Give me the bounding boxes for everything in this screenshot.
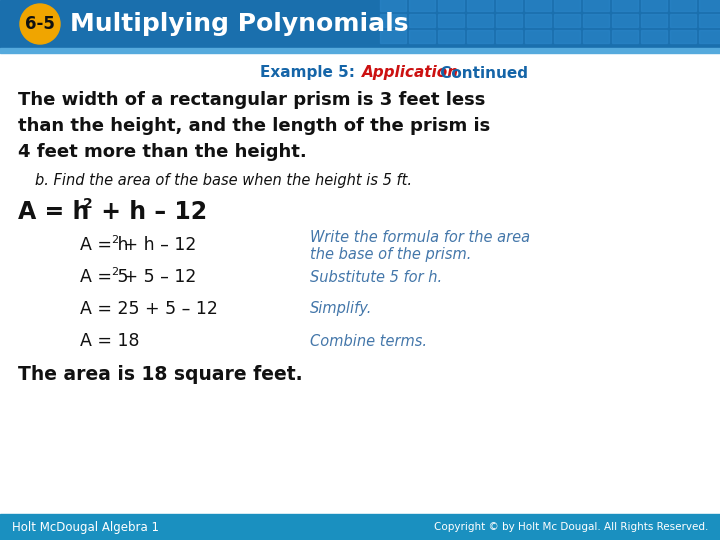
Text: Application: Application [362, 65, 459, 80]
Bar [612, 14, 638, 27]
Text: Substitute 5 for h.: Substitute 5 for h. [310, 269, 442, 285]
Bar [0, 48, 720, 53]
Bar [496, 0, 522, 11]
Text: 4 feet more than the height.: 4 feet more than the height. [18, 143, 307, 161]
Bar [0, 48, 720, 514]
Text: A = 18: A = 18 [80, 332, 140, 350]
Text: Write the formula for the area: Write the formula for the area [310, 230, 530, 245]
Text: The area is 18 square feet.: The area is 18 square feet. [18, 366, 302, 384]
Text: 6-5: 6-5 [25, 15, 55, 33]
Bar [554, 0, 580, 11]
Bar [438, 30, 464, 43]
Bar [438, 14, 464, 27]
Bar [0, 514, 720, 540]
Bar [670, 14, 696, 27]
Text: + 5 – 12: + 5 – 12 [119, 268, 197, 286]
Bar [612, 30, 638, 43]
Bar [554, 14, 580, 27]
Bar [641, 30, 667, 43]
Text: 2: 2 [112, 235, 119, 245]
Bar [583, 30, 609, 43]
Text: + h – 12: + h – 12 [119, 236, 197, 254]
Bar [670, 30, 696, 43]
Bar [409, 0, 435, 11]
Bar [525, 14, 551, 27]
Text: A = h: A = h [80, 236, 128, 254]
Text: Holt McDougal Algebra 1: Holt McDougal Algebra 1 [12, 521, 159, 534]
Bar [467, 0, 493, 11]
Bar [670, 0, 696, 11]
Text: Example 5:: Example 5: [260, 65, 360, 80]
Text: b. Find the area of the base when the height is 5 ft.: b. Find the area of the base when the he… [35, 172, 412, 187]
Bar [467, 14, 493, 27]
Text: The width of a rectangular prism is 3 feet less: The width of a rectangular prism is 3 fe… [18, 91, 485, 109]
Circle shape [20, 4, 60, 44]
Bar [583, 14, 609, 27]
Text: A = 5: A = 5 [80, 268, 128, 286]
Bar [699, 30, 720, 43]
Bar [380, 0, 406, 11]
Bar [554, 30, 580, 43]
Bar [467, 30, 493, 43]
Text: A = h: A = h [18, 200, 89, 224]
Text: Multiplying Polynomials: Multiplying Polynomials [70, 12, 408, 36]
Text: 2: 2 [83, 197, 93, 211]
Bar [409, 14, 435, 27]
Text: Combine terms.: Combine terms. [310, 334, 427, 348]
Text: the base of the prism.: the base of the prism. [310, 247, 472, 262]
Bar [641, 0, 667, 11]
Text: Copyright © by Holt Mc Dougal. All Rights Reserved.: Copyright © by Holt Mc Dougal. All Right… [433, 522, 708, 532]
Text: Simplify.: Simplify. [310, 301, 372, 316]
Bar [525, 30, 551, 43]
Bar [380, 30, 406, 43]
Bar [641, 14, 667, 27]
Bar [525, 0, 551, 11]
Bar [699, 14, 720, 27]
Text: Continued: Continued [435, 65, 528, 80]
Bar [699, 0, 720, 11]
Bar [612, 0, 638, 11]
Text: A = 25 + 5 – 12: A = 25 + 5 – 12 [80, 300, 218, 318]
Bar [380, 14, 406, 27]
Text: 2: 2 [112, 267, 119, 277]
Bar [583, 0, 609, 11]
Bar [409, 30, 435, 43]
Text: than the height, and the length of the prism is: than the height, and the length of the p… [18, 117, 490, 135]
Text: + h – 12: + h – 12 [93, 200, 207, 224]
Bar [0, 0, 720, 48]
Bar [438, 0, 464, 11]
Bar [496, 14, 522, 27]
Bar [496, 30, 522, 43]
